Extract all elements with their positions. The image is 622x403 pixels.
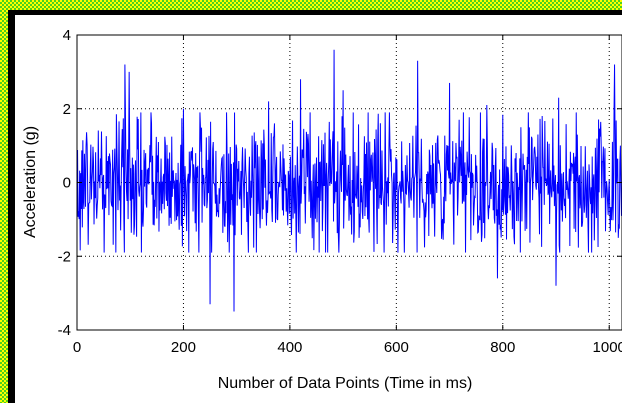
x-tick-label: 600 bbox=[384, 339, 409, 356]
x-axis-label: Number of Data Points (Time in ms) bbox=[218, 375, 473, 392]
x-tick-label: 800 bbox=[490, 339, 515, 356]
figure: 0 200 400 600 800 1000 -4 -2 0 2 4 Number of Data… bbox=[15, 15, 622, 403]
y-tick-labels: -4 -2 0 2 4 bbox=[58, 27, 71, 339]
y-tick-label: -4 bbox=[58, 322, 71, 339]
x-tick-label: 0 bbox=[73, 339, 81, 356]
acceleration-chart: 0 200 400 600 800 1000 -4 -2 0 2 4 Number of Data… bbox=[22, 27, 622, 392]
y-tick-label: -2 bbox=[58, 248, 71, 265]
x-tick-labels: 0 200 400 600 800 1000 bbox=[73, 339, 622, 356]
y-axis-label: Acceleration (g) bbox=[22, 126, 39, 238]
y-tick-label: 0 bbox=[63, 175, 71, 192]
acceleration-series-line bbox=[77, 49, 622, 312]
x-tick-label: 200 bbox=[171, 339, 196, 356]
x-tick-label: 1000 bbox=[593, 339, 622, 356]
axis-ticks bbox=[76, 34, 622, 331]
series-layer bbox=[77, 49, 622, 312]
y-tick-label: 2 bbox=[63, 101, 71, 118]
y-tick-label: 4 bbox=[63, 27, 71, 44]
x-tick-label: 400 bbox=[277, 339, 302, 356]
